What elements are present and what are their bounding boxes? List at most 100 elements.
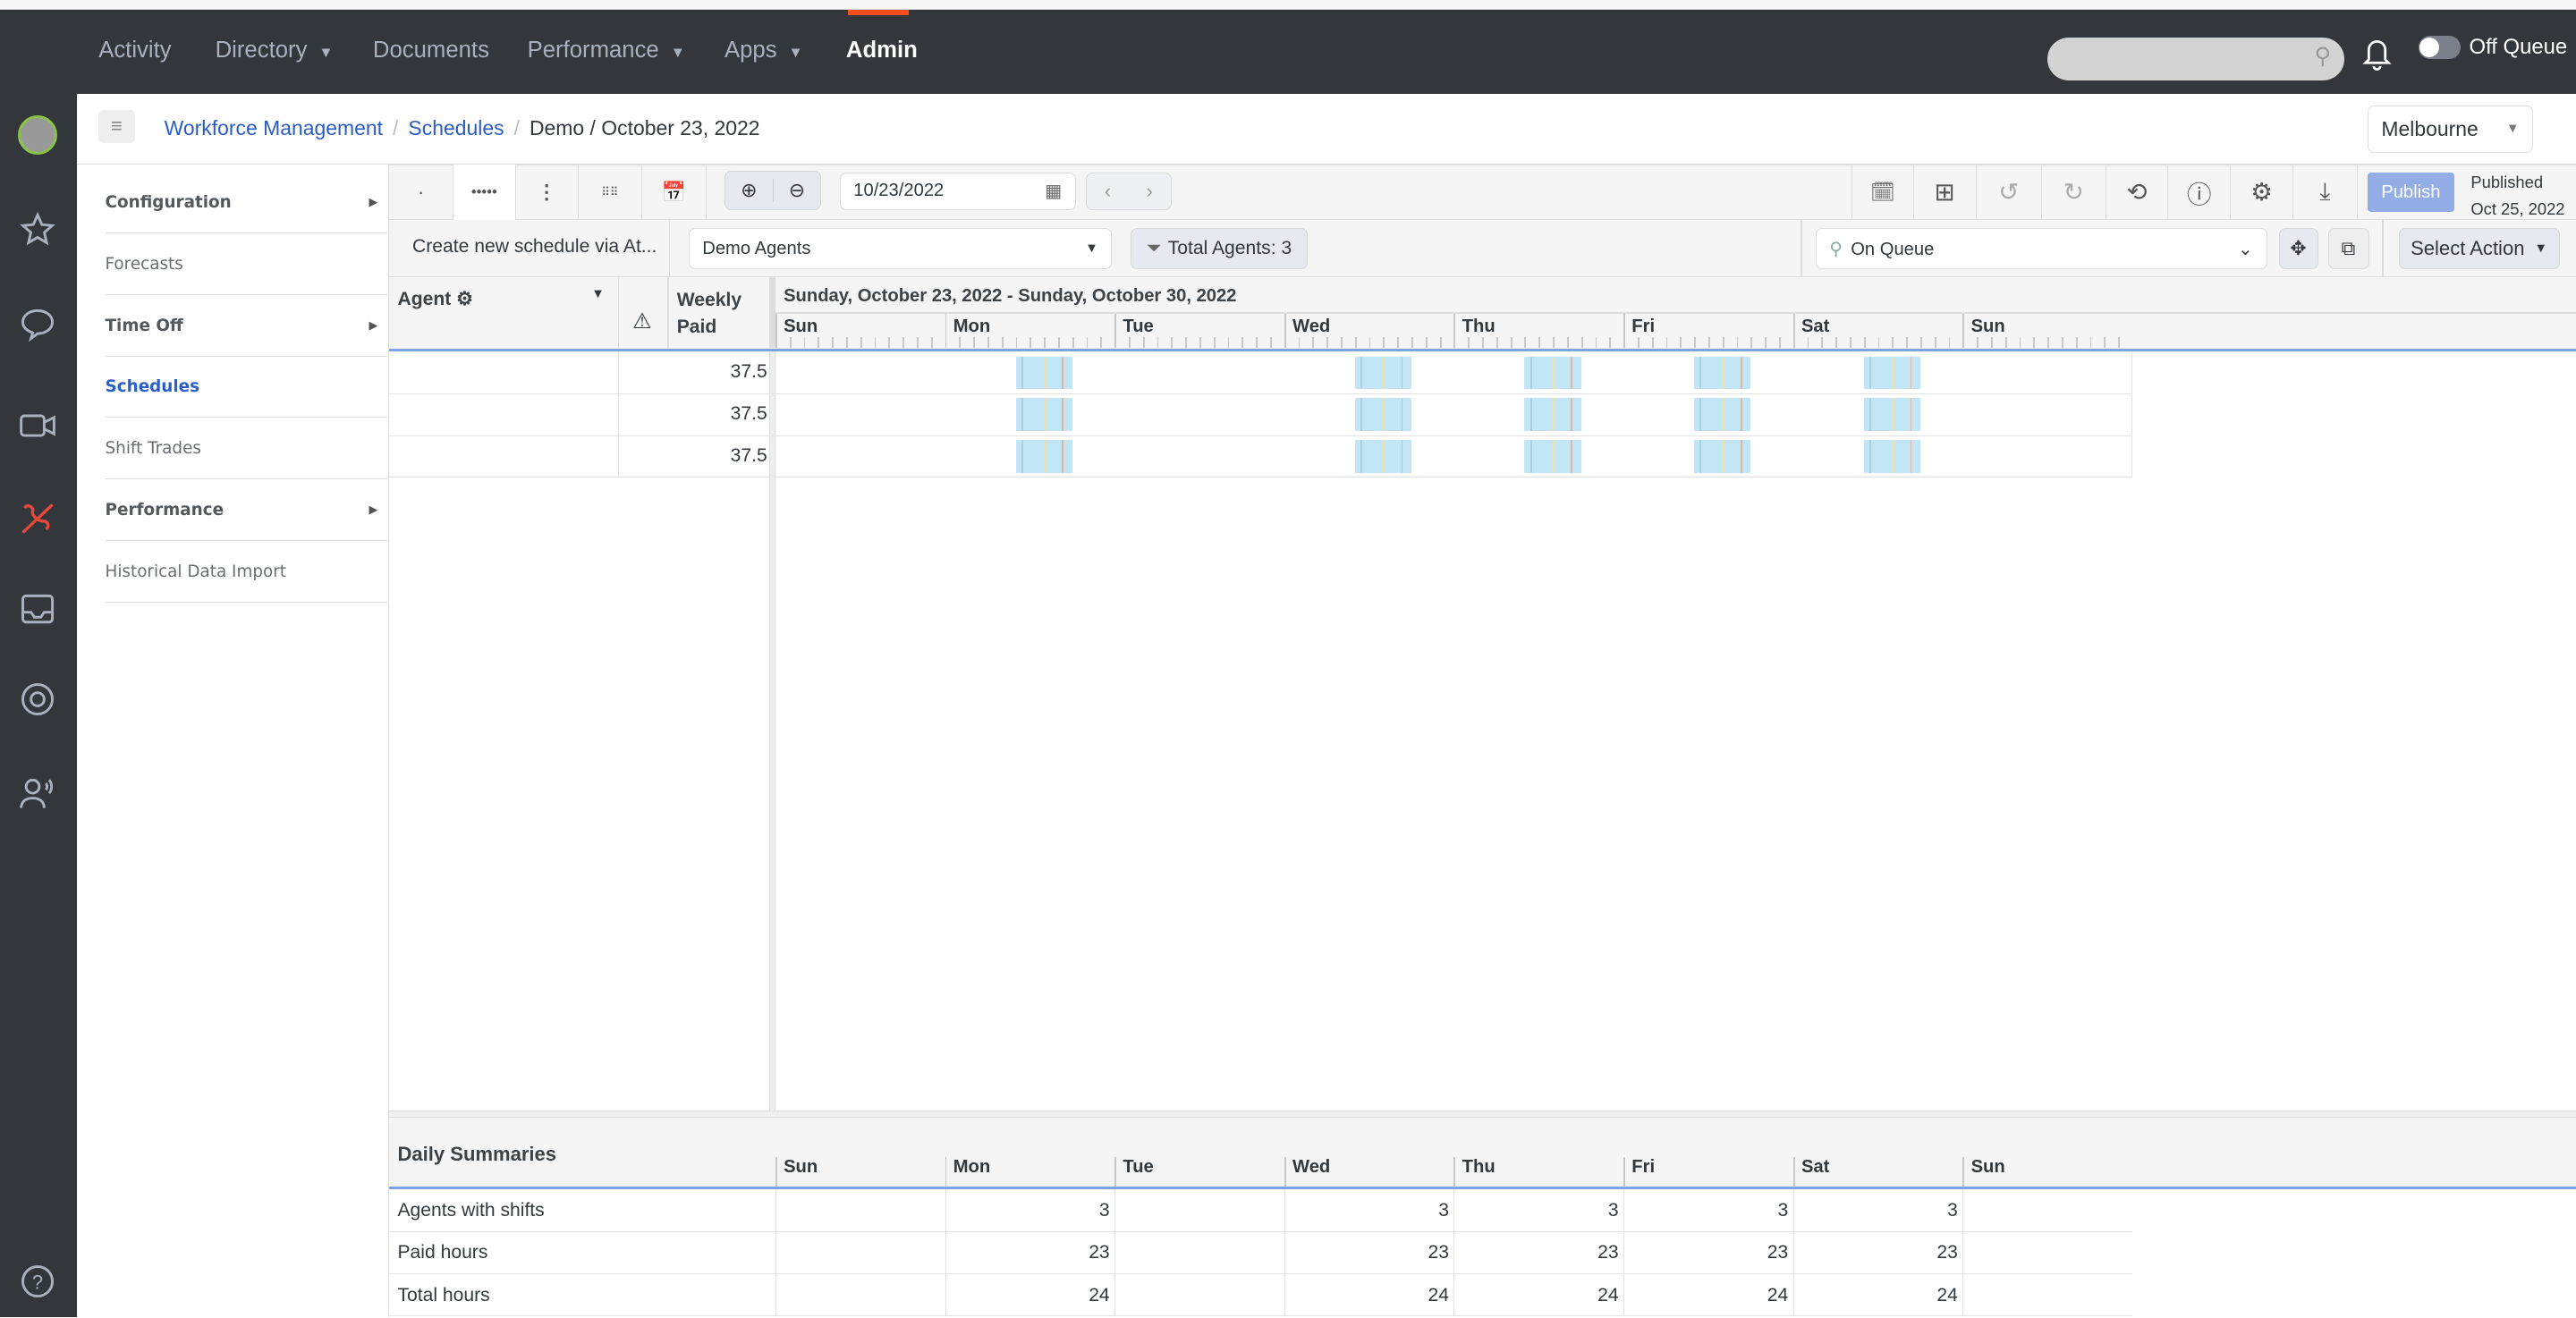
menu-item-shift-trades[interactable]: Shift Trades xyxy=(105,418,388,480)
nav-label: Documents xyxy=(372,38,489,63)
question-icon[interactable]: ? xyxy=(18,1262,57,1301)
zoom-out-icon[interactable]: ⊖ xyxy=(788,179,806,202)
table-row[interactable]: 37.5 xyxy=(389,393,2133,436)
prev-week-icon[interactable]: ‹ xyxy=(1104,179,1112,202)
shift-block[interactable] xyxy=(1863,356,1920,390)
nav-activity[interactable]: Activity xyxy=(98,38,171,63)
menu-item-schedules[interactable]: Schedules xyxy=(105,357,388,418)
user-avatar[interactable] xyxy=(18,114,58,155)
menu-item-time-off[interactable]: Time Off ▶ xyxy=(105,296,388,357)
group-select[interactable]: Demo Agents ▼ xyxy=(688,228,1113,270)
hour-tick xyxy=(2033,336,2036,349)
agent-name-cell[interactable] xyxy=(389,435,617,478)
nav-documents[interactable]: Documents xyxy=(373,38,489,63)
video-icon[interactable] xyxy=(18,406,57,445)
help-ring-icon[interactable] xyxy=(18,680,57,719)
breadcrumb-schedules[interactable]: Schedules xyxy=(408,116,504,140)
contact-speaking-icon[interactable] xyxy=(18,773,57,813)
menu-item-label: Schedules xyxy=(105,377,200,397)
chat-icon[interactable] xyxy=(18,304,57,343)
shift-block[interactable] xyxy=(1015,440,1072,473)
redo-icon[interactable]: ↻ xyxy=(2042,164,2106,221)
summary-splitter[interactable] xyxy=(389,1110,2576,1117)
bell-icon[interactable] xyxy=(2362,35,2392,71)
view-day-button[interactable]: · xyxy=(389,164,453,221)
shift-block[interactable] xyxy=(1863,398,1920,432)
published-label: Published xyxy=(2470,173,2544,192)
zoom-in-icon[interactable]: ⊕ xyxy=(725,179,774,203)
shift-block[interactable] xyxy=(1694,398,1751,432)
agent-name-cell[interactable] xyxy=(389,393,617,436)
activity-divider xyxy=(1699,398,1702,432)
menu-item-performance[interactable]: Performance ▶ xyxy=(105,480,388,542)
gear-icon[interactable]: ⚙ xyxy=(2231,164,2294,221)
menu-item-label: Historical Data Import xyxy=(105,562,286,582)
table-row[interactable]: 37.5 xyxy=(389,435,2133,478)
hour-tick xyxy=(1496,336,1498,349)
shift-block[interactable] xyxy=(1354,398,1412,432)
activity-divider xyxy=(1699,356,1702,390)
shift-block[interactable] xyxy=(1015,356,1072,390)
add-calendar-icon[interactable]: ⊞ xyxy=(1914,164,1977,221)
star-icon[interactable] xyxy=(18,210,57,249)
phone-off-icon[interactable] xyxy=(18,498,57,537)
menu-item-historical-data-import[interactable]: Historical Data Import xyxy=(105,542,388,604)
date-input[interactable]: 10/23/2022 ▦ xyxy=(839,172,1077,211)
weekly-paid-value: 37.5 xyxy=(617,435,767,478)
activity-divider xyxy=(1722,356,1724,390)
publish-button[interactable]: Publish xyxy=(2367,172,2455,212)
menu-toggle-button[interactable]: ≡ xyxy=(98,110,135,143)
shift-block[interactable] xyxy=(1694,440,1751,473)
shift-block[interactable] xyxy=(1354,356,1412,390)
create-schedule-link[interactable]: Create new schedule via At... xyxy=(412,236,657,258)
undo-icon[interactable]: ↺ xyxy=(1977,164,2042,221)
breadcrumb-wfm[interactable]: Workforce Management xyxy=(164,116,384,140)
hour-tick xyxy=(2004,336,2007,349)
download-icon[interactable]: ⤓ xyxy=(2293,164,2358,221)
table-row[interactable]: 37.5 xyxy=(389,351,2133,394)
shift-block[interactable] xyxy=(1015,398,1072,432)
move-button[interactable]: ✥ xyxy=(2278,228,2318,270)
shift-block[interactable] xyxy=(1694,356,1751,390)
nav-performance[interactable]: Performance ▼ xyxy=(528,38,685,63)
queue-toggle[interactable] xyxy=(2418,36,2462,60)
pane-splitter[interactable] xyxy=(768,351,775,1111)
view-week-button[interactable]: ••••• xyxy=(453,164,516,221)
info-icon[interactable]: ⓘ xyxy=(2168,164,2232,221)
hour-tick xyxy=(1807,336,1809,349)
view-grid-button[interactable]: ⠿⠿ xyxy=(579,164,643,221)
shift-block[interactable] xyxy=(1524,440,1581,473)
shift-block[interactable] xyxy=(1863,440,1920,473)
location-select[interactable]: Melbourne ▼ xyxy=(2367,105,2534,153)
view-vertical-button[interactable]: ⋮ xyxy=(516,164,579,221)
total-agents-filter[interactable]: ⏷ Total Agents: 3 xyxy=(1130,228,1308,270)
fit-calendar-icon[interactable]: 📅 xyxy=(642,164,707,221)
pane-splitter[interactable] xyxy=(768,277,775,349)
shift-block[interactable] xyxy=(1354,440,1412,473)
activity-divider xyxy=(1383,440,1385,473)
agent-column-header[interactable]: Agent ⚙ xyxy=(397,287,473,310)
divider xyxy=(1801,220,1802,278)
nav-admin[interactable]: Admin xyxy=(846,38,918,63)
queue-filter-select[interactable]: ⚲ On Queue ⌄ xyxy=(1815,228,2267,270)
inbox-icon[interactable] xyxy=(18,589,57,629)
nav-apps[interactable]: Apps ▼ xyxy=(724,38,803,63)
gear-icon[interactable]: ⚙ xyxy=(456,289,474,310)
hour-tick xyxy=(1553,336,1555,349)
global-search-input[interactable]: ⚲ xyxy=(2046,38,2344,80)
revert-calendar-icon[interactable]: 🗓 xyxy=(1851,164,1914,221)
hour-tick xyxy=(1114,313,1117,349)
agent-name-cell[interactable] xyxy=(389,351,617,394)
agent-sort-caret-icon[interactable]: ▼ xyxy=(591,287,605,302)
copy-button[interactable]: ⧉ xyxy=(2327,228,2369,270)
history-icon[interactable]: ⟲ xyxy=(2106,164,2169,221)
shift-block[interactable] xyxy=(1524,398,1581,432)
menu-item-configuration[interactable]: Configuration ▶ xyxy=(105,173,388,233)
shift-block[interactable] xyxy=(1524,356,1581,390)
day-label: Thu xyxy=(1462,317,1496,337)
nav-directory[interactable]: Directory ▼ xyxy=(216,38,334,63)
select-action-button[interactable]: Select Action ▼ xyxy=(2398,228,2560,270)
menu-item-forecasts[interactable]: Forecasts xyxy=(105,234,388,295)
calendar-icon[interactable]: ▦ xyxy=(1045,182,1063,202)
next-week-icon[interactable]: › xyxy=(1146,179,1153,202)
